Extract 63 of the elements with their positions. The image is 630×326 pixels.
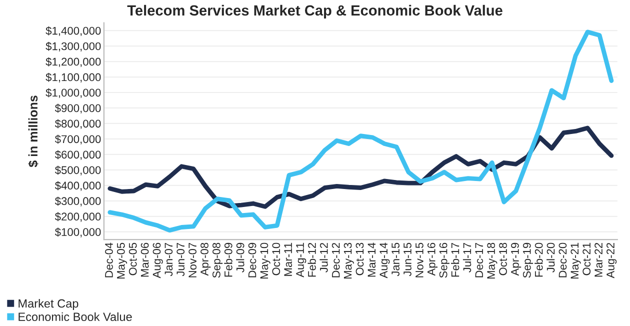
legend-label: Market Cap: [18, 298, 78, 310]
y-tick-label: $1,400,000: [46, 26, 101, 36]
x-tick-label: May-13: [344, 242, 354, 279]
x-tick-label: Jul-17: [462, 242, 472, 272]
x-tick-label: Dec-20: [558, 242, 567, 278]
x-tick-label: Aug-11: [296, 242, 306, 278]
x-tick-label: Nov-15: [416, 242, 424, 278]
x-tick-label: Mar-11: [284, 242, 292, 276]
y-tick-label: $500,000: [54, 166, 101, 176]
x-tick-label: Oct-18: [499, 242, 507, 276]
x-tick-label: Mar-22: [594, 242, 602, 277]
x-tick-label: Jan-07: [164, 242, 173, 276]
x-tick-label: Feb-09: [224, 242, 232, 277]
y-axis-title: $ in millions: [28, 96, 38, 168]
y-tick-label: $800,000: [54, 119, 101, 129]
x-tick-label: Oct-13: [356, 242, 364, 276]
x-tick-label: Jan-15: [392, 242, 400, 276]
line-series: [108, 126, 614, 209]
x-tick-label: Dec-09: [248, 242, 256, 278]
legend-label: Economic Book Value: [18, 312, 132, 322]
x-tick-label: Mar-06: [140, 242, 149, 277]
x-tick-label: May-10: [260, 242, 270, 279]
x-tick-label: Oct-05: [128, 242, 137, 276]
x-tick-label: May-21: [570, 242, 581, 279]
x-tick-label: Sep-16: [439, 242, 450, 278]
y-tick-label: $1,000,000: [46, 88, 101, 98]
x-tick-label: Aug-14: [380, 242, 390, 278]
x-tick-label: Feb-17: [451, 242, 460, 277]
x-tick-label: Jun-07: [176, 242, 185, 276]
x-tick-label: May-05: [116, 242, 128, 279]
y-tick-label: $300,000: [54, 196, 101, 206]
x-tick-label: Jul-09: [236, 242, 244, 272]
y-tick-label: $900,000: [54, 104, 101, 114]
x-tick-label: Aug-06: [152, 242, 163, 278]
x-tick-label: Apr-19: [511, 242, 522, 276]
chart-title: Telecom Services Market Cap & Economic Book Value: [127, 4, 502, 18]
x-tick-label: Jul-20: [546, 242, 555, 272]
x-tick-label: Mar-14: [368, 242, 376, 277]
line-series: [108, 30, 614, 233]
x-tick-label: Aug-22: [606, 242, 617, 278]
x-tick-label: Sep-19: [522, 242, 534, 278]
y-tick-label: $200,000: [54, 212, 101, 222]
x-tick-label: Dec-04: [105, 242, 113, 278]
y-tick-label: $100,000: [54, 228, 101, 238]
x-tick-label: Sep-08: [212, 242, 223, 278]
y-tick-label: $1,300,000: [46, 42, 101, 52]
x-tick-label: Apr-16: [427, 242, 438, 276]
x-tick-label: Apr-08: [200, 242, 211, 276]
y-tick-label: $400,000: [54, 181, 101, 191]
x-tick-label: Dec-17: [475, 242, 484, 278]
x-tick-label: Nov-07: [188, 242, 196, 278]
x-tick-label: Oct-10: [272, 242, 280, 276]
x-tick-label: May-18: [487, 242, 498, 279]
y-tick-label: $600,000: [54, 150, 101, 160]
x-tick-label: Dec-12: [332, 242, 340, 278]
y-tick-label: $1,200,000: [46, 57, 101, 67]
x-tick-label: Feb-20: [534, 242, 543, 277]
x-tick-label: Jun-15: [404, 242, 412, 276]
x-tick-label: Oct-21: [582, 242, 591, 276]
x-tick-label: Jul-12: [320, 242, 328, 272]
y-tick-label: $700,000: [54, 134, 101, 144]
y-tick-label: $1,100,000: [46, 72, 101, 82]
x-tick-label: Feb-12: [308, 242, 316, 277]
